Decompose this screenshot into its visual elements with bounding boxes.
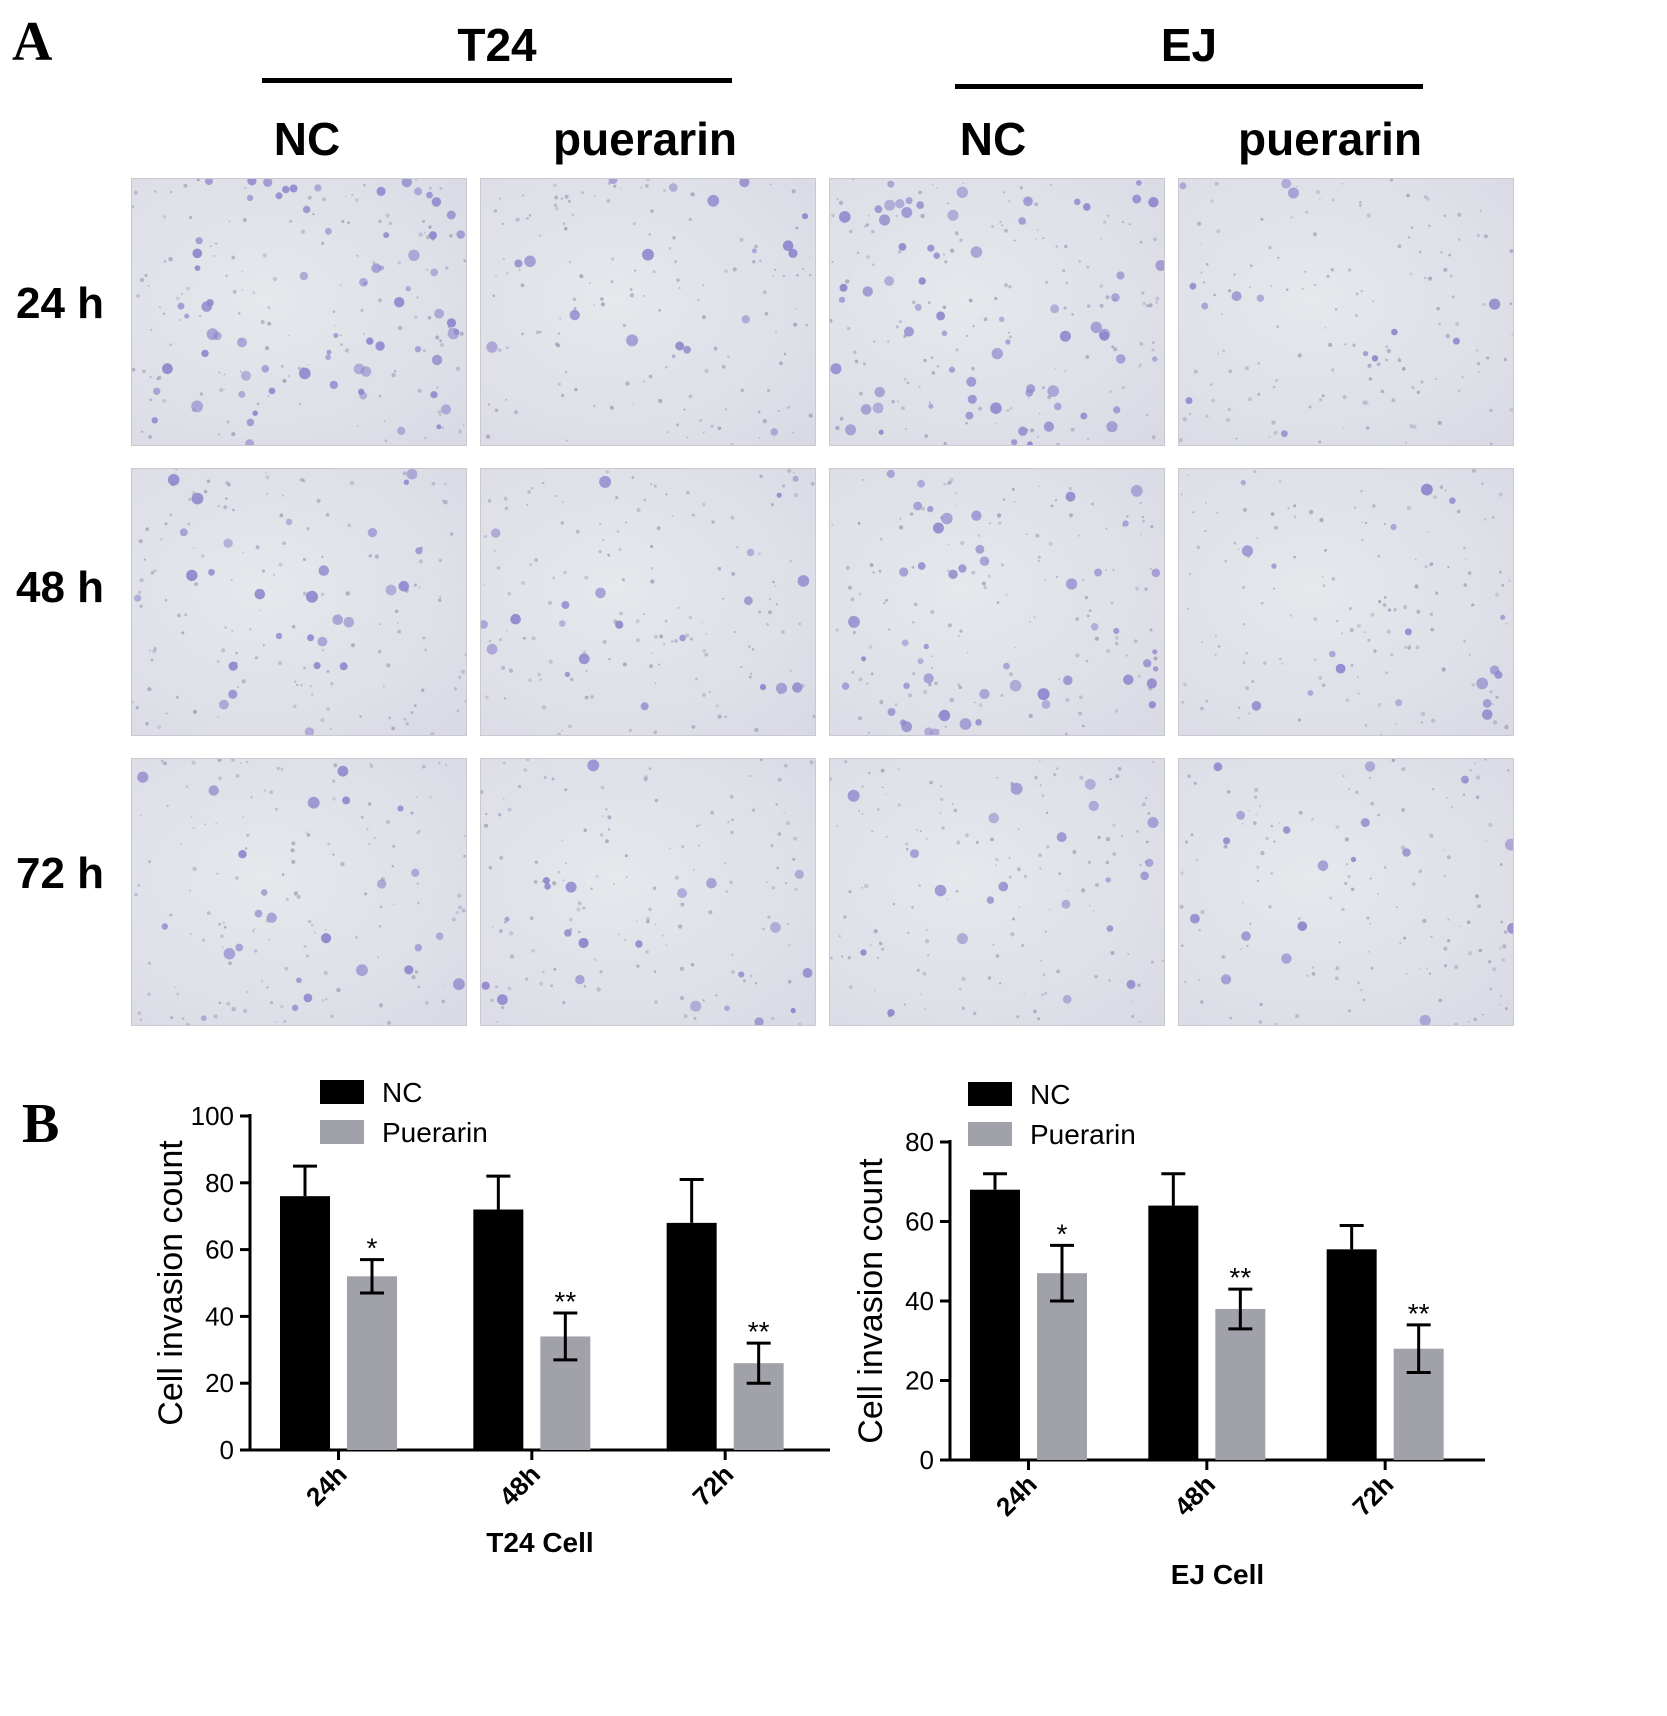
bar-nc-24h: [280, 1196, 330, 1450]
panel-b-letter: B: [22, 1093, 60, 1155]
significance-mark: **: [554, 1286, 576, 1317]
micrograph-ej-puerarin-72h: [1178, 758, 1514, 1026]
y-tick-label: 0: [220, 1435, 234, 1465]
micrograph-t24-nc-24h: [131, 178, 467, 446]
y-tick-label: 60: [905, 1207, 934, 1237]
legend-swatch-nc: [320, 1080, 364, 1104]
y-tick-label: 80: [905, 1127, 934, 1157]
bar-puerarin-24h: [347, 1276, 397, 1450]
column-label-t24-nc: NC: [273, 113, 341, 165]
row-label-72h: 72 h: [16, 849, 105, 898]
micrograph-ej-nc-72h: [829, 758, 1165, 1026]
micrograph-ej-puerarin-48h: [1178, 468, 1514, 736]
significance-mark: **: [1408, 1298, 1430, 1329]
group-title-t24: T24: [457, 19, 537, 71]
column-label-t24-puerarin: puerarin: [552, 113, 738, 165]
y-tick-label: 20: [205, 1368, 234, 1398]
micrograph-ej-nc-48h: [829, 468, 1165, 736]
significance-mark: *: [367, 1233, 378, 1264]
y-axis-label: Cell invasion count: [852, 1158, 890, 1444]
bar-nc-72h: [1326, 1249, 1377, 1460]
y-axis-label: Cell invasion count: [152, 1140, 190, 1426]
group-title-ej: EJ: [1160, 19, 1218, 71]
row-label-24h: 24 h: [16, 279, 105, 328]
y-tick-label: 40: [905, 1286, 934, 1316]
micrograph-ej-puerarin-24h: [1178, 178, 1514, 446]
legend-swatch-puerarin: [320, 1120, 364, 1144]
legend-label-puerarin: Puerarin: [382, 1117, 488, 1148]
x-tick-label: 72h: [687, 1459, 740, 1512]
bar-nc-48h: [1148, 1205, 1199, 1460]
micrograph-t24-puerarin-48h: [480, 468, 816, 736]
ej-invasion-bar-chart: 0 20 40 60 80 Cell invasion count * 24h ** 48h ** 7…: [852, 1079, 1485, 1590]
legend-label-puerarin: Puerarin: [1030, 1119, 1136, 1150]
legend-swatch-nc: [968, 1082, 1012, 1106]
x-tick-label: 72h: [1347, 1469, 1400, 1522]
y-tick-label: 100: [191, 1101, 234, 1131]
micrograph-t24-puerarin-72h: [480, 758, 816, 1026]
micrograph-t24-puerarin-24h: [480, 178, 816, 446]
micrograph-t24-nc-48h: [131, 468, 467, 736]
y-tick-label: 20: [905, 1366, 934, 1396]
micrograph-ej-nc-24h: [829, 178, 1165, 446]
panel-a-letter: A: [12, 11, 53, 73]
y-tick-label: 80: [205, 1168, 234, 1198]
legend-swatch-puerarin: [968, 1122, 1012, 1146]
x-axis-label: T24 Cell: [486, 1527, 593, 1558]
group-rule-ej: [955, 84, 1423, 89]
column-label-ej-nc: NC: [959, 113, 1027, 165]
column-label-ej-puerarin: puerarin: [1237, 113, 1423, 165]
bar-puerarin-48h: [1215, 1308, 1266, 1460]
significance-mark: **: [748, 1316, 770, 1347]
significance-mark: **: [1229, 1262, 1251, 1293]
legend-label-nc: NC: [1030, 1079, 1070, 1110]
significance-mark: *: [1057, 1218, 1068, 1249]
y-tick-label: 0: [920, 1445, 934, 1475]
bar-nc-48h: [473, 1209, 524, 1450]
y-tick-label: 40: [205, 1301, 234, 1331]
x-tick-label: 48h: [493, 1459, 546, 1512]
micrograph-t24-nc-72h: [131, 758, 467, 1026]
row-label-48h: 48 h: [16, 563, 105, 612]
bar-nc-72h: [666, 1222, 717, 1450]
bar-puerarin-24h: [1037, 1273, 1087, 1460]
group-rule-t24: [262, 78, 732, 83]
x-tick-label: 24h: [990, 1469, 1043, 1522]
legend-label-nc: NC: [382, 1077, 422, 1108]
y-tick-label: 60: [205, 1235, 234, 1265]
x-tick-label: 48h: [1168, 1469, 1221, 1522]
x-tick-label: 24h: [300, 1459, 353, 1512]
bar-nc-24h: [970, 1189, 1020, 1460]
x-axis-label: EJ Cell: [1171, 1559, 1264, 1590]
